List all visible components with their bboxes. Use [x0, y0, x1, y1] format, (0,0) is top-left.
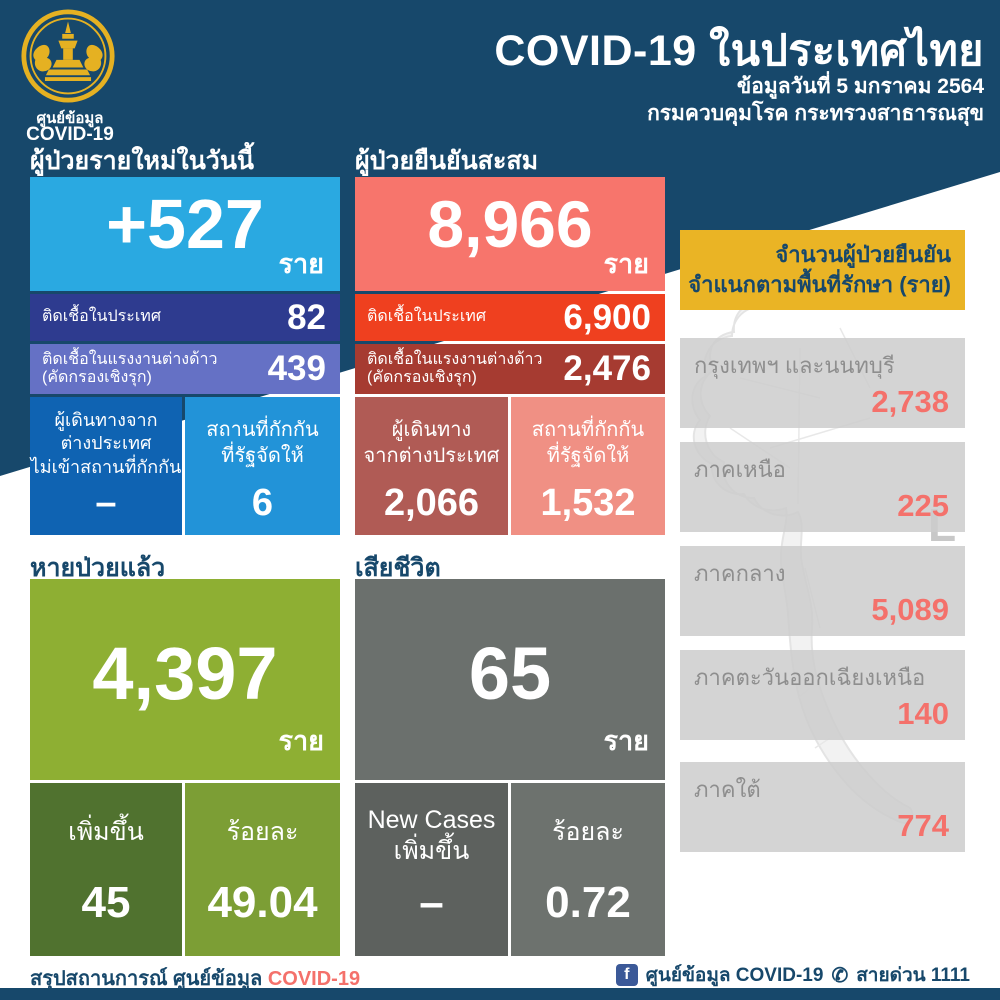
recovered-unit: ราย — [278, 726, 324, 756]
new-travelers-line1: ผู้เดินทางจาก — [54, 410, 158, 430]
deaths-newcases-line1: New Cases — [367, 806, 496, 834]
recovered-section-title: หายป่วยแล้ว — [30, 554, 166, 582]
region-row-south: ภาคใต้ 774 — [680, 762, 965, 852]
recovered-percent-label: ร้อยละ — [226, 818, 299, 846]
deaths-newcases-value: – — [419, 878, 444, 927]
new-domestic-value: 82 — [287, 297, 326, 337]
deaths-newcases-cell: New Cases เพิ่มขึ้น – — [355, 783, 508, 956]
recovered-increase-value: 45 — [81, 878, 131, 927]
org-name-line1: ศูนย์ข้อมูล — [36, 110, 104, 127]
region-value: 225 — [897, 488, 949, 523]
cumulative-section-title: ผู้ป่วยยืนยันสะสม — [355, 147, 539, 175]
phone-icon: ✆ — [831, 964, 849, 987]
new-domestic-label: ติดเชื้อในประเทศ — [42, 308, 161, 326]
region-row-north: ภาคเหนือ 225 — [680, 442, 965, 532]
region-label: ภาคใต้ — [694, 777, 761, 802]
new-migrant-label-line2: (คัดกรองเชิงรุก) — [42, 369, 152, 386]
new-domestic-row: ติดเชื้อในประเทศ 82 — [30, 294, 340, 341]
region-label: ภาคกลาง — [694, 561, 786, 586]
government-seal-emblem — [21, 9, 115, 103]
cum-migrant-row: ติดเชื้อในแรงงานต่างด้าว (คัดกรองเชิงรุก… — [355, 344, 665, 394]
cum-travelers-line1: ผู้เดินทาง — [391, 419, 472, 441]
new-cases-total: +527 — [106, 185, 264, 263]
new-travelers-line3: ไม่เข้าสถานที่กักกัน — [30, 456, 182, 477]
cum-domestic-row: ติดเชื้อในประเทศ 6,900 — [355, 294, 665, 341]
regions-header-card: จำนวนผู้ป่วยยืนยัน จำแนกตามพื้นที่รักษา … — [680, 230, 965, 310]
org-name-line2: COVID-19 — [26, 124, 114, 145]
cum-migrant-value: 2,476 — [563, 349, 651, 388]
new-migrant-label-line1: ติดเชื้อในแรงงานต่างด้าว — [42, 350, 218, 368]
region-value: 2,738 — [871, 384, 949, 419]
cumulative-card: 8,966 ราย — [355, 177, 665, 291]
recovered-total: 4,397 — [92, 632, 278, 715]
region-label: ภาคตะวันออกเฉียงเหนือ — [694, 665, 926, 690]
region-value: 5,089 — [871, 592, 949, 627]
cum-domestic-label: ติดเชื้อในประเทศ — [367, 308, 486, 326]
hotline-label: สายด่วน 1111 — [856, 965, 970, 986]
footer-summary-text: สรุปสถานการณ์ ศูนย์ข้อมูล — [30, 968, 268, 990]
region-label: ภาคเหนือ — [694, 457, 786, 482]
new-travelers-line2: ต่างประเทศ — [60, 433, 152, 454]
region-row-northeast: ภาคตะวันออกเฉียงเหนือ 140 — [680, 650, 965, 740]
region-label: กรุงเทพฯ และนนทบุรี — [694, 353, 895, 378]
deaths-percent-cell: ร้อยละ 0.72 — [511, 783, 665, 956]
new-quarantine-line1: สถานที่กักกัน — [206, 419, 319, 441]
cum-migrant-label-line2: (คัดกรองเชิงรุก) — [367, 369, 477, 386]
cum-quarantine-line2: ที่รัฐจัดให้ — [546, 445, 630, 467]
bottom-navy-bar — [0, 988, 1000, 1000]
footer-summary-highlight: COVID-19 — [267, 968, 361, 990]
region-row-bangkok: กรุงเทพฯ และนนทบุรี 2,738 — [680, 338, 965, 428]
new-cases-card: +527 ราย — [30, 177, 340, 291]
recovered-percent-value: 49.04 — [207, 878, 318, 927]
region-value: 774 — [897, 808, 949, 843]
facebook-icon: f — [615, 964, 638, 986]
recovered-percent-cell: ร้อยละ 49.04 — [185, 783, 340, 956]
deaths-unit: ราย — [603, 726, 649, 756]
cum-travelers-cell: ผู้เดินทาง จากต่างประเทศ 2,066 — [355, 397, 508, 535]
deaths-card: 65 ราย — [355, 579, 665, 780]
facebook-page-label: ศูนย์ข้อมูล COVID-19 — [645, 965, 824, 986]
cum-domestic-value: 6,900 — [563, 297, 651, 337]
new-migrant-value: 439 — [267, 349, 326, 388]
region-row-central: ภาคกลาง 5,089 — [680, 546, 965, 636]
cum-travelers-value: 2,066 — [383, 482, 480, 524]
footer-summary: สรุปสถานการณ์ ศูนย์ข้อมูล COVID-19 — [30, 962, 360, 994]
footer-contacts: f ศูนย์ข้อมูล COVID-19 ✆ สายด่วน 1111 — [615, 960, 970, 990]
recovered-increase-cell: เพิ่มขึ้น 45 — [30, 783, 182, 956]
deaths-total: 65 — [468, 632, 552, 715]
deaths-percent-label: ร้อยละ — [552, 818, 624, 846]
new-cases-unit: ราย — [278, 249, 324, 279]
cum-quarantine-cell: สถานที่กักกัน ที่รัฐจัดให้ 1,532 — [511, 397, 665, 535]
cum-quarantine-line1: สถานที่กักกัน — [531, 419, 645, 441]
deaths-percent-value: 0.72 — [545, 878, 631, 927]
recovered-increase-label: เพิ่มขึ้น — [68, 818, 144, 846]
cum-travelers-line2: จากต่างประเทศ — [363, 445, 500, 467]
deaths-section-title: เสียชีวิต — [355, 554, 441, 582]
cum-quarantine-value: 1,532 — [540, 482, 636, 524]
cum-migrant-label-line1: ติดเชื้อในแรงงานต่างด้าว — [367, 350, 543, 368]
region-value: 140 — [897, 696, 949, 731]
regions-header-line1: จำนวนผู้ป่วยยืนยัน — [775, 242, 951, 267]
new-quarantine-line2: ที่รัฐจัดให้ — [221, 445, 304, 467]
new-travelers-cell: ผู้เดินทางจาก ต่างประเทศ ไม่เข้าสถานที่ก… — [30, 397, 182, 535]
new-quarantine-cell: สถานที่กักกัน ที่รัฐจัดให้ 6 — [185, 397, 340, 535]
subtitle-date: ข้อมูลวันที่ 5 มกราคม 2564 — [736, 75, 984, 98]
new-cases-section-title: ผู้ป่วยรายใหม่ในวันนี้ — [30, 147, 254, 175]
recovered-card: 4,397 ราย — [30, 579, 340, 780]
new-migrant-row: ติดเชื้อในแรงงานต่างด้าว (คัดกรองเชิงรุก… — [30, 344, 340, 394]
regions-header-line2: จำแนกตามพื้นที่รักษา (ราย) — [688, 271, 951, 297]
new-quarantine-value: 6 — [251, 482, 274, 524]
deaths-newcases-line2: เพิ่มขึ้น — [393, 837, 470, 866]
cumulative-unit: ราย — [603, 249, 649, 279]
new-travelers-value: – — [95, 482, 117, 524]
cumulative-total: 8,966 — [427, 187, 593, 261]
page-title: COVID-19 ในประเทศไทย — [494, 27, 984, 75]
subtitle-department: กรมควบคุมโรค กระทรวงสาธารณสุข — [647, 102, 984, 125]
